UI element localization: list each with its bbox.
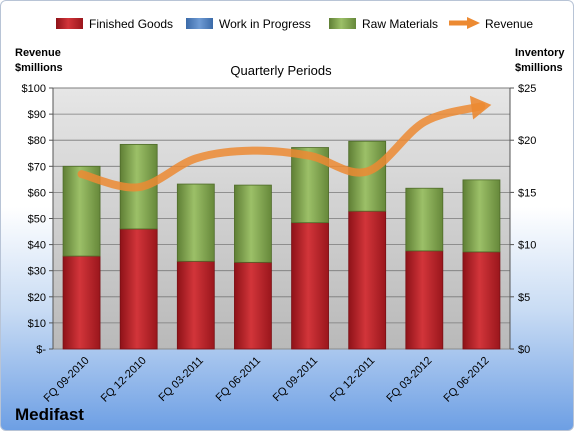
legend: Finished Goods Work in Progress Raw Mate… (56, 17, 533, 31)
left-tick-label: $30 (28, 266, 46, 278)
x-tick-label: FQ 06-2011 (214, 355, 263, 404)
bar-finished-goods (176, 260, 215, 350)
bar-raw-materials (234, 184, 272, 263)
left-tick-label: $100 (22, 83, 46, 95)
right-axis: $0 $5 $10 $15 $20 $25 (509, 83, 536, 356)
right-tick-label: $25 (518, 83, 536, 95)
left-tick-label: $70 (28, 161, 46, 173)
legend-swatch-work-in-progress (186, 18, 213, 29)
right-tick-label: $0 (518, 344, 530, 356)
x-tick-label: FQ 12-2010 (99, 355, 149, 405)
left-axis: $- $10 $20 $30 $40 $50 $60 $70 $80 $90 $100 (22, 83, 54, 356)
legend-arrowhead-revenue (467, 17, 480, 29)
bar-raw-materials (176, 183, 215, 262)
legend-label-finished-goods: Finished Goods (89, 17, 173, 31)
revenue-series-line (77, 102, 486, 192)
revenue-line (77, 95, 492, 192)
left-tick-label: $10 (28, 318, 46, 330)
legend-label-revenue: Revenue (485, 17, 533, 31)
left-tick-label: $80 (28, 135, 46, 147)
bar-finished-goods (119, 228, 158, 350)
bar-finished-goods (291, 222, 329, 350)
left-tick-label: $- (36, 344, 46, 356)
left-tick-label: $20 (28, 292, 46, 304)
left-tick-label: $40 (28, 240, 46, 252)
right-axis-label-line2: $millions (515, 62, 563, 74)
left-axis-label-line1: Revenue (15, 47, 61, 59)
right-tick-label: $15 (518, 187, 536, 199)
company-name: Medifast (15, 405, 84, 424)
legend-label-raw-materials: Raw Materials (362, 17, 438, 31)
x-tick-label: FQ 09-2011 (271, 355, 320, 404)
right-tick-label: $20 (518, 135, 536, 147)
bar-finished-goods (234, 261, 272, 350)
left-axis-label-line2: $millions (15, 62, 63, 74)
bar-finished-goods (405, 250, 444, 350)
revenue-arrowhead (469, 95, 492, 120)
chart-title: Quarterly Periods (230, 63, 332, 78)
left-tick-label: $50 (28, 214, 46, 226)
legend-swatch-raw-materials (329, 18, 356, 29)
x-tick-label: FQ 03-2012 (384, 355, 434, 405)
right-tick-label: $10 (518, 240, 536, 252)
bar-raw-materials (405, 187, 444, 252)
left-tick-label: $90 (28, 109, 46, 121)
x-tick-label: FQ 03-2011 (157, 355, 206, 404)
x-tick-label: FQ 06-2012 (442, 355, 492, 405)
x-axis: FQ 09-2010 FQ 12-2010 FQ 03-2011 FQ 06-2011… (42, 355, 492, 405)
x-tick-label: FQ 12-2011 (328, 355, 377, 404)
bar-finished-goods (62, 255, 101, 350)
bar-raw-materials (462, 179, 501, 253)
bar-finished-goods (462, 251, 501, 350)
x-tick-label: FQ 09-2010 (42, 355, 92, 405)
left-tick-label: $60 (28, 187, 46, 199)
right-axis-label-line1: Inventory (515, 47, 565, 59)
legend-label-work-in-progress: Work in Progress (219, 17, 311, 31)
right-tick-label: $5 (518, 292, 530, 304)
legend-swatch-finished-goods (56, 18, 83, 29)
bar-finished-goods (348, 210, 387, 350)
